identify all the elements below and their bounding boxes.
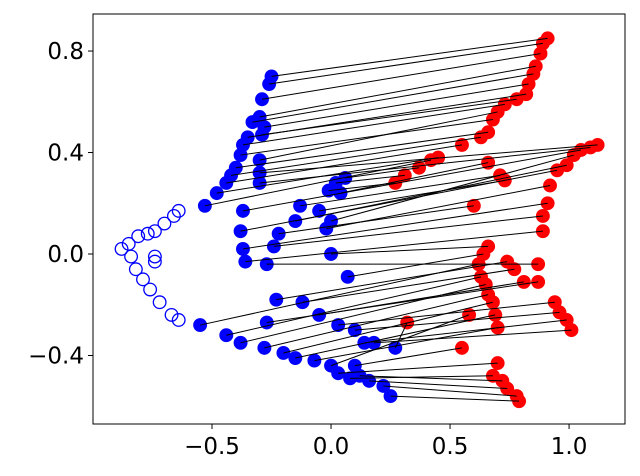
match-line bbox=[252, 73, 534, 123]
match-line bbox=[261, 53, 541, 100]
point bbox=[136, 272, 150, 287]
point bbox=[147, 254, 162, 269]
match-line bbox=[200, 263, 479, 326]
match-line bbox=[350, 375, 493, 379]
point bbox=[269, 292, 284, 307]
point bbox=[131, 229, 146, 244]
match-line bbox=[230, 136, 482, 176]
match-line bbox=[204, 159, 432, 207]
match-line bbox=[383, 385, 517, 397]
match-line bbox=[347, 253, 484, 278]
match-line bbox=[394, 322, 408, 349]
match-line bbox=[373, 329, 572, 344]
match-line bbox=[240, 119, 493, 156]
point bbox=[193, 318, 208, 333]
match-line bbox=[247, 93, 527, 138]
match-line bbox=[331, 245, 489, 255]
y-tick-label: 0.4 bbox=[47, 141, 84, 167]
point bbox=[166, 209, 181, 223]
match-line bbox=[319, 281, 524, 316]
point bbox=[147, 224, 162, 239]
match-line bbox=[338, 362, 498, 374]
match-line bbox=[295, 314, 496, 359]
match-line bbox=[271, 37, 548, 77]
match-line bbox=[276, 261, 508, 301]
x-tick-label: 0.0 bbox=[313, 434, 350, 460]
match-line bbox=[364, 319, 567, 344]
match-line bbox=[354, 311, 560, 331]
match-line bbox=[354, 347, 463, 367]
point bbox=[114, 241, 129, 256]
point bbox=[157, 216, 172, 231]
match-line bbox=[269, 42, 543, 85]
y-tick-label: 0.0 bbox=[47, 242, 84, 268]
match-line bbox=[240, 283, 486, 344]
match-line bbox=[330, 314, 470, 367]
match-line bbox=[235, 131, 489, 169]
match-line bbox=[242, 149, 582, 212]
x-tick-label: −0.5 bbox=[184, 434, 240, 460]
match-line bbox=[242, 202, 548, 250]
match-line bbox=[302, 268, 515, 303]
match-line bbox=[242, 103, 505, 146]
point bbox=[485, 295, 500, 310]
x-tick-label: 1.0 bbox=[551, 434, 588, 460]
match-line bbox=[340, 162, 489, 194]
point bbox=[124, 249, 139, 264]
match-line bbox=[345, 167, 420, 179]
point bbox=[485, 112, 500, 127]
match-line bbox=[216, 157, 439, 194]
match-line bbox=[273, 215, 543, 247]
point bbox=[128, 262, 143, 277]
point bbox=[171, 313, 186, 327]
point bbox=[164, 307, 179, 322]
x-tick-label: 0.5 bbox=[432, 434, 469, 460]
match-line bbox=[359, 375, 503, 382]
point bbox=[152, 295, 167, 310]
point bbox=[143, 282, 158, 297]
point bbox=[488, 307, 503, 322]
match-line bbox=[264, 83, 529, 128]
match-line bbox=[245, 230, 543, 263]
match-line bbox=[390, 395, 520, 402]
match-line bbox=[240, 169, 558, 232]
match-line bbox=[326, 185, 551, 230]
match-line bbox=[300, 174, 501, 207]
match-line bbox=[283, 301, 494, 354]
match-line bbox=[314, 327, 498, 362]
match-line bbox=[319, 179, 505, 212]
match-line bbox=[335, 174, 405, 184]
y-tick-label: −0.4 bbox=[28, 343, 84, 369]
point bbox=[140, 226, 155, 241]
point bbox=[171, 203, 186, 218]
point bbox=[147, 249, 162, 264]
match-line bbox=[278, 205, 474, 235]
match-line bbox=[226, 144, 463, 184]
match-line bbox=[226, 276, 482, 336]
plot-frame bbox=[92, 13, 626, 425]
y-tick-label: 0.8 bbox=[47, 39, 84, 65]
match-line bbox=[259, 65, 536, 118]
match-line bbox=[330, 154, 574, 222]
match-line bbox=[369, 380, 508, 389]
